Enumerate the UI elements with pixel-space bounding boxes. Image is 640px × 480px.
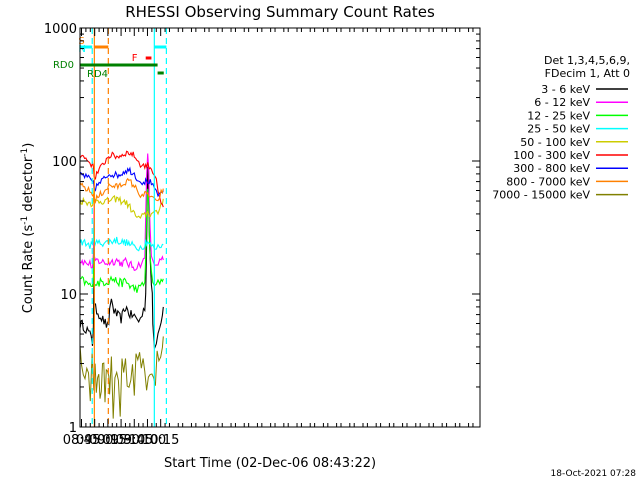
legend-label-6: 300 - 800 keV (513, 162, 590, 175)
y-axis-label-end: ) (21, 143, 36, 148)
x-axis-label: Start Time (02-Dec-06 08:43:22) (164, 456, 376, 471)
y-tick-label-1: 10 (60, 288, 77, 303)
plot-frame (79, 27, 481, 428)
legend-label-5: 100 - 300 keV (513, 149, 590, 162)
legend-label-8: 7000 - 15000 keV (492, 189, 590, 202)
y-axis-label-sup2: -1 (20, 148, 30, 157)
y-tick-label-3: 1000 (44, 22, 77, 37)
bar-label-rd0: RD0 (53, 60, 74, 71)
x-tick-label-3: 09:30 (102, 433, 139, 448)
x-tick-label-1: 09:00 (76, 433, 113, 448)
bar-label-s: S (78, 36, 84, 47)
y-axis-label-mid: detector (21, 156, 36, 216)
legend-header-0: Det 1,3,4,5,6,9, (544, 54, 630, 67)
plot-area: SN RD0 RD4 F (53, 28, 167, 427)
x-tick-label-2: 09:15 (89, 433, 126, 448)
legend-header-1: FDecim 1, Att 0 (545, 67, 630, 80)
axes: 1 10 100 1000 08:4509:0009:1509:3009:4510:00… (44, 22, 481, 448)
bar-label-rd4: RD4 (87, 69, 108, 80)
legend-label-7: 800 - 7000 keV (506, 175, 590, 188)
chart-title: RHESSI Observing Summary Count Rates (125, 3, 435, 21)
x-tick-label-5: 10:00 (129, 433, 166, 448)
y-axis-label-main: Count Rate (s (21, 225, 36, 314)
legend-label-0: 3 - 6 keV (541, 83, 590, 96)
bar-label-n: N (78, 44, 85, 55)
legend-label-3: 25 - 50 keV (527, 123, 590, 136)
legend: Det 1,3,4,5,6,9,FDecim 1, Att 0 3 - 6 keV… (492, 54, 630, 202)
y-axis-label: Count Rate (s-1 detector-1) (20, 143, 36, 314)
legend-label-4: 50 - 100 keV (520, 136, 590, 149)
y-tick-label-0: 1 (69, 421, 77, 436)
x-tick-label-6: 10:15 (142, 433, 179, 448)
bar-label-flare: F (132, 53, 138, 64)
legend-label-2: 12 - 25 keV (527, 109, 590, 122)
x-tick-label-0: 08:45 (63, 433, 100, 448)
y-tick-label-2: 100 (52, 155, 77, 170)
footer-date: 18-Oct-2021 07:28 (551, 469, 637, 479)
x-tick-label-4: 09:45 (116, 433, 153, 448)
y-axis-label-sup1: -1 (20, 216, 30, 225)
legend-label-1: 6 - 12 keV (534, 96, 590, 109)
